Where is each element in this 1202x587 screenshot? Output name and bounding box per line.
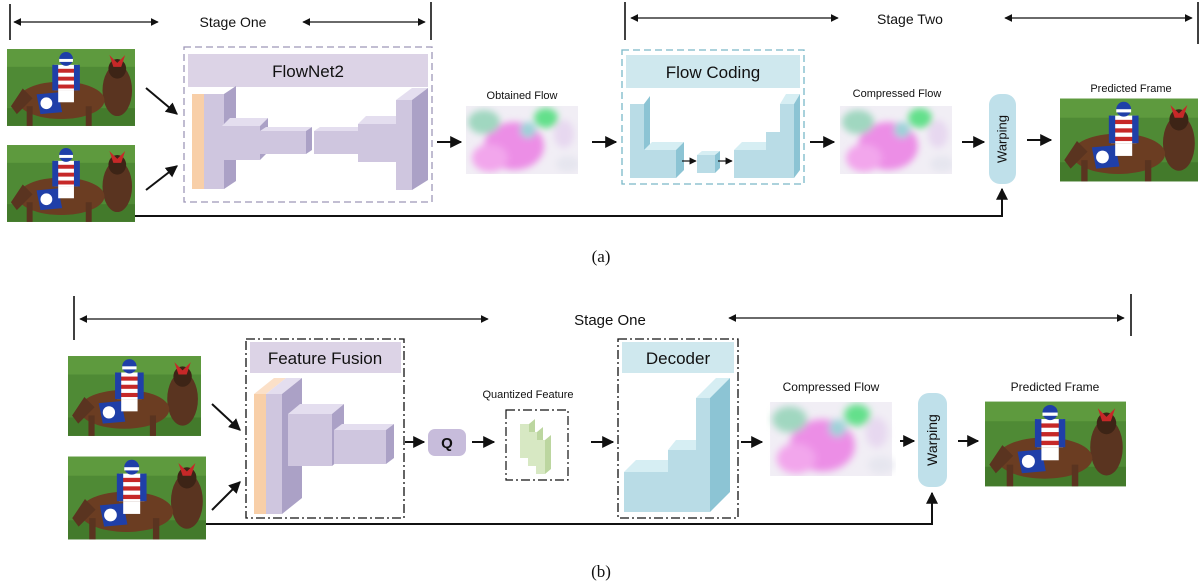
predicted-frame-a [1060,99,1198,182]
skip-line-a [135,187,1008,217]
arrow-frame1-to-flownet [145,87,178,115]
compressed-flow-image-b [770,402,894,476]
flow-coding-module: Flow Coding [621,49,805,185]
stage-one-label: Stage One [200,14,267,30]
decoder-label: Decoder [646,349,711,368]
caption-a: (a) [592,247,611,266]
quantized-feature-block [505,409,569,481]
compressed-flow-label-a: Compressed Flow [853,88,942,100]
part-b: Stage One Feature Fusion Q [68,294,1132,581]
stage-two-label: Stage Two [877,11,943,27]
feature-fusion-label: Feature Fusion [268,349,382,368]
quantized-feature-label: Quantized Feature [482,389,573,401]
stage-one-span-a: Stage One [9,2,432,40]
skip-line-b [206,491,938,525]
compressed-flow-image-a [840,106,954,174]
warping-box-a: Warping [989,94,1016,184]
quantizer-box: Q [428,429,466,456]
flow-coding-label: Flow Coding [666,63,761,82]
obtained-flow-label: Obtained Flow [487,90,558,102]
warping-label-a: Warping [995,115,1010,163]
flownet2-module: FlowNet2 [183,46,433,203]
input-frame-2-b [68,457,206,540]
obtained-flow-image [466,106,580,174]
stage-two-span-a: Stage Two [624,2,1199,44]
quantizer-label: Q [441,435,453,452]
arrow-frame2-to-fusion [211,481,241,511]
warping-box-b: Warping [918,393,947,487]
flownet2-label: FlowNet2 [272,62,344,81]
arrow-frame2-to-flownet [145,165,178,191]
compressed-flow-label-b: Compressed Flow [783,380,880,394]
warping-label-b: Warping [924,414,940,466]
stage-one-label-b: Stage One [574,312,646,329]
predicted-frame-label-a: Predicted Frame [1090,83,1171,95]
decoder-module: Decoder [617,338,739,519]
part-a: Stage One Stage Two FlowNet2 [7,2,1199,266]
predicted-frame-label-b: Predicted Frame [1011,380,1100,394]
input-frame-1 [7,49,135,126]
input-frame-2 [7,145,135,222]
stage-one-span-b: Stage One [73,294,1132,340]
arrow-frame1-to-fusion [211,403,241,431]
input-frame-1-b [68,356,201,436]
feature-fusion-module: Feature Fusion [245,338,405,519]
predicted-frame-b [985,402,1126,487]
caption-b: (b) [591,562,611,581]
